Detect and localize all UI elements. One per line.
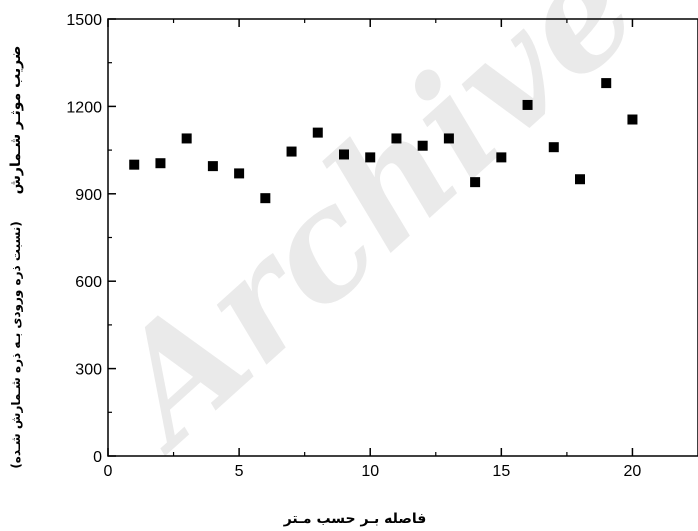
y-tick-label: 900: [75, 187, 102, 204]
data-point: [496, 152, 507, 163]
x-axis: 0 5 10 15 20: [104, 19, 642, 480]
y-axis-subtitle: (نسبت ذره ورودی بـه ذره شـمارش شـده): [9, 221, 24, 468]
data-point: [470, 177, 481, 188]
x-tick-label: 10: [361, 463, 379, 480]
x-axis-title: فاصله بـر حسب مـتر: [283, 511, 427, 527]
data-point: [391, 133, 402, 144]
data-point: [443, 133, 454, 144]
x-tick-label: 0: [104, 463, 113, 480]
y-axis: 0 300 600 900 1200 1500: [66, 12, 116, 466]
data-point: [365, 152, 376, 163]
data-point: [575, 174, 585, 185]
data-point: [260, 193, 271, 204]
y-tick-label: 1200: [66, 99, 102, 116]
data-point: [548, 142, 559, 153]
y-tick-label: 0: [93, 449, 102, 466]
data-point: [417, 140, 428, 151]
data-points: [129, 78, 638, 204]
data-point: [129, 159, 140, 170]
x-tick-label: 20: [624, 463, 642, 480]
watermark: Archive: [71, 0, 670, 483]
y-tick-label: 1500: [66, 12, 102, 29]
x-tick-label: 5: [235, 463, 244, 480]
data-point: [339, 149, 349, 160]
data-point: [207, 161, 218, 172]
data-point: [522, 99, 533, 110]
data-point: [286, 146, 297, 157]
data-point: [627, 114, 638, 125]
data-point: [234, 168, 245, 179]
x-tick-label: 15: [492, 463, 510, 480]
y-axis-title: ضریب موثـر شـمارش: [8, 46, 24, 195]
data-point: [155, 158, 166, 169]
data-point: [601, 78, 612, 89]
y-tick-label: 600: [75, 274, 102, 291]
y-tick-label: 300: [75, 362, 102, 379]
data-point: [181, 133, 192, 144]
data-point: [312, 127, 323, 138]
